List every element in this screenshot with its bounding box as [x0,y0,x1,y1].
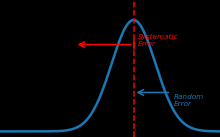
Text: Random
Error: Random Error [174,94,204,107]
Text: Systematic
Error: Systematic Error [138,34,178,47]
